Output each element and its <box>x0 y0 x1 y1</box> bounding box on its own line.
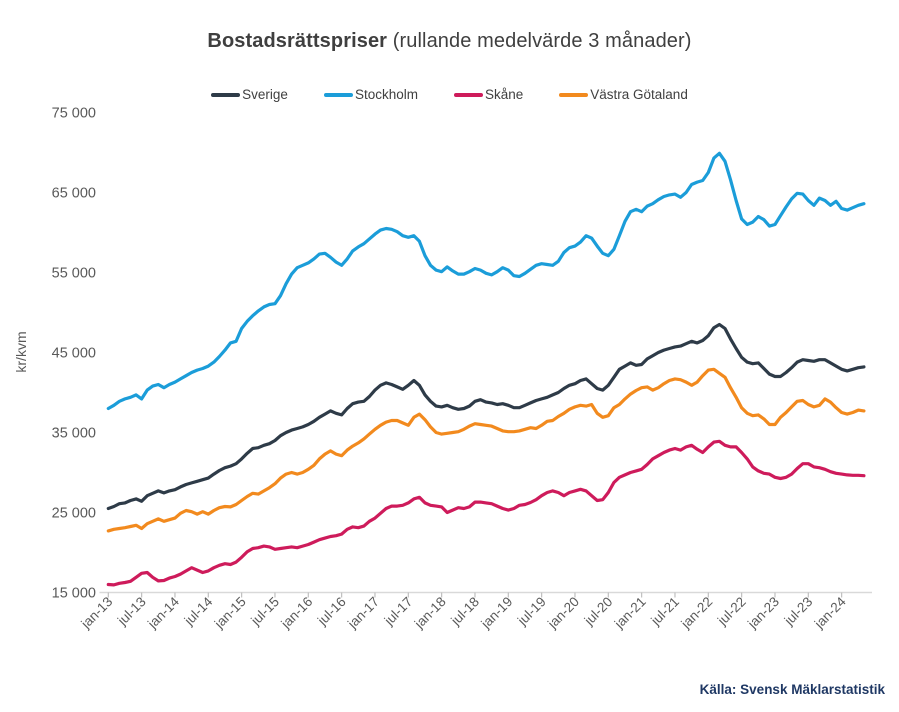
x-tick-label: jan-22 <box>678 594 716 632</box>
y-tick-label: 35 000 <box>52 426 96 442</box>
series-line-sverige <box>106 322 866 511</box>
x-tick-label: jan-24 <box>811 594 849 632</box>
x-tick-label: jul-19 <box>514 594 549 629</box>
y-axis-title: kr/kvm <box>13 331 29 372</box>
legend-label: Skåne <box>484 87 524 102</box>
title-subtitle: (rullande medelvärde 3 månader) <box>387 30 692 52</box>
x-tick-label: jan-18 <box>411 594 449 632</box>
series-line-sk-ne <box>106 439 866 587</box>
y-tick-label: 25 000 <box>52 506 96 522</box>
x-tick-label: jul-22 <box>714 594 749 629</box>
legend-swatch-icon <box>559 92 589 97</box>
y-tick-label: 75 000 <box>52 106 96 122</box>
y-tick-label: 15 000 <box>52 586 96 602</box>
y-tick-label: 65 000 <box>52 186 96 202</box>
legend-item-stockholm: Stockholm <box>323 87 418 102</box>
legend-item-sk-ne: Skåne <box>453 87 524 102</box>
x-tick-label: jan-16 <box>278 594 316 632</box>
x-tick-label: jul-18 <box>447 594 482 629</box>
x-tick-label: jul-15 <box>247 594 282 629</box>
x-tick-label: jul-21 <box>647 594 682 629</box>
legend-swatch-icon <box>453 92 483 97</box>
x-tick-label: jan-15 <box>211 594 249 632</box>
y-tick-label: 55 000 <box>52 266 96 282</box>
x-tick-label: jul-23 <box>781 594 816 629</box>
page-title: Bostadsrättspriser (rullande medelvärde … <box>0 30 899 53</box>
legend-label: Västra Götaland <box>590 87 688 102</box>
x-tick-label: jan-23 <box>744 594 782 632</box>
legend-item-v-stra-g-taland: Västra Götaland <box>559 87 688 102</box>
legend-label: Stockholm <box>354 87 418 102</box>
legend-swatch-icon <box>211 92 241 97</box>
legend: Sverige Stockholm Skåne Västra Götaland <box>0 87 899 102</box>
y-tick-label: 45 000 <box>52 346 96 362</box>
x-tick-label: jan-21 <box>611 594 649 632</box>
series-line-stockholm <box>106 151 866 411</box>
x-tick-label: jul-14 <box>181 594 216 629</box>
x-tick-label: jul-20 <box>581 594 616 629</box>
legend-swatch-icon <box>323 92 353 97</box>
source-credit: Källa: Svensk Mäklarstatistik <box>699 682 885 697</box>
legend-label: Sverige <box>242 87 288 102</box>
legend-item-sverige: Sverige <box>211 87 288 102</box>
title-main: Bostadsrättspriser <box>207 30 388 52</box>
x-tick-label: jan-17 <box>344 594 382 632</box>
x-tick-label: jul-16 <box>314 594 349 629</box>
x-tick-label: jul-17 <box>381 594 416 629</box>
x-tick-label: jan-20 <box>544 594 582 632</box>
x-tick-label: jan-19 <box>478 594 516 632</box>
x-tick-label: jan-14 <box>144 594 182 632</box>
x-tick-label: jul-13 <box>114 594 149 629</box>
series-line-v-stra-g-taland <box>106 367 866 533</box>
